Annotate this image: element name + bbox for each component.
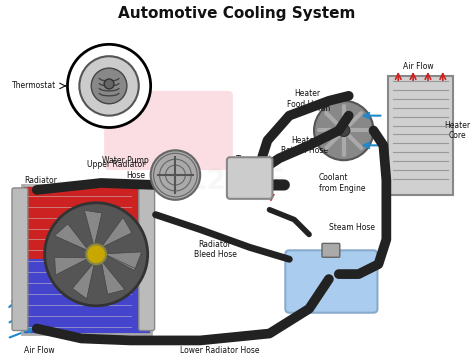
Text: Radiator: Radiator (24, 176, 57, 185)
FancyBboxPatch shape (104, 91, 233, 170)
Text: Lower Radiator Hose: Lower Radiator Hose (180, 346, 260, 355)
Circle shape (91, 68, 127, 104)
Text: Radiator
Cooling Fan: Radiator Cooling Fan (309, 260, 354, 279)
Text: Automotive Cooling System: Automotive Cooling System (118, 6, 356, 21)
Text: Heater
Core: Heater Core (445, 121, 471, 140)
Circle shape (45, 203, 148, 306)
Circle shape (79, 56, 139, 115)
FancyBboxPatch shape (227, 157, 273, 199)
Text: Air Flow: Air Flow (24, 346, 55, 355)
Circle shape (314, 101, 374, 160)
Text: Heater
Return Hose: Heater Return Hose (281, 136, 328, 155)
FancyBboxPatch shape (139, 188, 155, 331)
Text: Coolant
Expansion Tank: Coolant Expansion Tank (309, 281, 368, 300)
Circle shape (104, 79, 114, 89)
Text: Air Flow: Air Flow (403, 62, 433, 71)
Text: Thermostat: Thermostat (12, 81, 56, 90)
Polygon shape (101, 218, 132, 248)
FancyBboxPatch shape (388, 76, 453, 195)
Circle shape (67, 44, 151, 127)
FancyBboxPatch shape (22, 185, 151, 259)
Polygon shape (101, 260, 125, 294)
FancyBboxPatch shape (22, 259, 151, 333)
Text: Water Pump: Water Pump (102, 156, 149, 165)
Polygon shape (104, 254, 142, 270)
Text: Heater
Food Hose: Heater Food Hose (287, 89, 327, 109)
Circle shape (86, 244, 106, 264)
Text: 123RF: 123RF (188, 167, 286, 195)
Polygon shape (55, 257, 89, 275)
FancyBboxPatch shape (322, 243, 340, 257)
Text: Steam Hose: Steam Hose (329, 223, 375, 232)
Circle shape (338, 125, 350, 136)
Polygon shape (55, 224, 89, 251)
FancyBboxPatch shape (12, 188, 28, 331)
Text: Upper Radiator
Hose: Upper Radiator Hose (87, 160, 146, 180)
Text: Radiator
Bleed Hose: Radiator Bleed Hose (193, 240, 237, 259)
Polygon shape (104, 252, 142, 269)
Text: Fan: Fan (317, 104, 330, 113)
Polygon shape (84, 210, 102, 247)
FancyBboxPatch shape (285, 250, 377, 313)
Circle shape (151, 150, 200, 200)
Polygon shape (73, 262, 94, 299)
Text: Thermostat
Housing: Thermostat Housing (236, 155, 280, 175)
Text: Coolant
from Engine: Coolant from Engine (319, 173, 365, 193)
